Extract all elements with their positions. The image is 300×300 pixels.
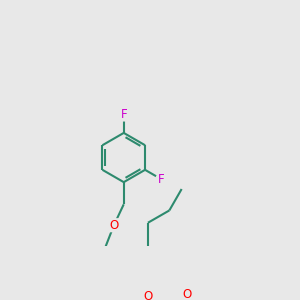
Text: F: F xyxy=(120,108,127,121)
Text: O: O xyxy=(109,219,119,232)
Text: F: F xyxy=(158,172,164,186)
Text: O: O xyxy=(183,288,192,300)
Text: O: O xyxy=(143,290,152,300)
